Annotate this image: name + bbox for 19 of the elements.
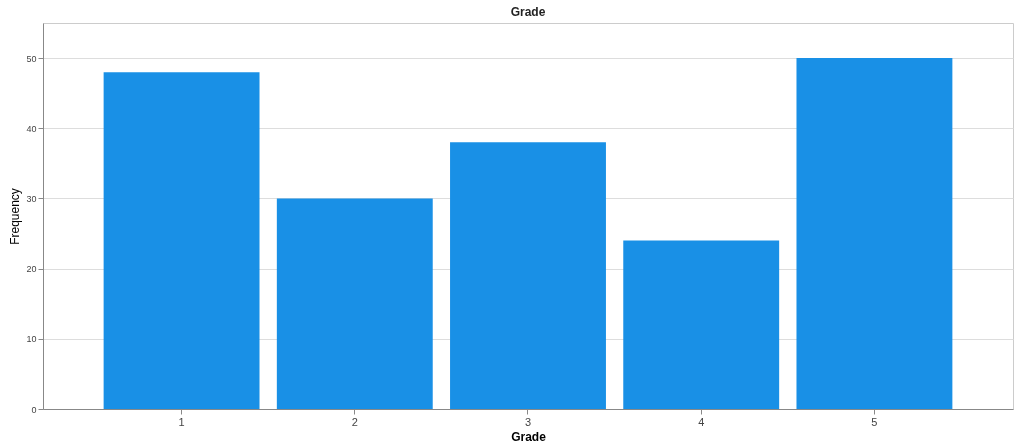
y-tick-label: 20 xyxy=(26,264,37,275)
y-tick-label: 50 xyxy=(26,53,37,64)
x-tick-label: 5 xyxy=(871,415,878,428)
x-tick-label: 1 xyxy=(178,415,185,428)
bar xyxy=(103,72,260,409)
y-tick-label: 0 xyxy=(31,404,37,415)
y-tick-label: 10 xyxy=(26,334,37,345)
x-tick-label: 2 xyxy=(351,415,358,428)
x-axis-title: Grade xyxy=(511,429,547,444)
bar xyxy=(796,58,953,409)
x-tick-label: 3 xyxy=(524,415,532,428)
bar xyxy=(623,240,780,409)
bar xyxy=(450,142,606,409)
chart-title: Grade xyxy=(510,5,546,19)
bar xyxy=(276,198,433,409)
x-tick-label: 4 xyxy=(698,415,705,428)
y-tick-label: 40 xyxy=(26,123,37,134)
y-tick-label: 30 xyxy=(26,193,37,204)
y-axis-title: Frequency xyxy=(8,188,23,245)
